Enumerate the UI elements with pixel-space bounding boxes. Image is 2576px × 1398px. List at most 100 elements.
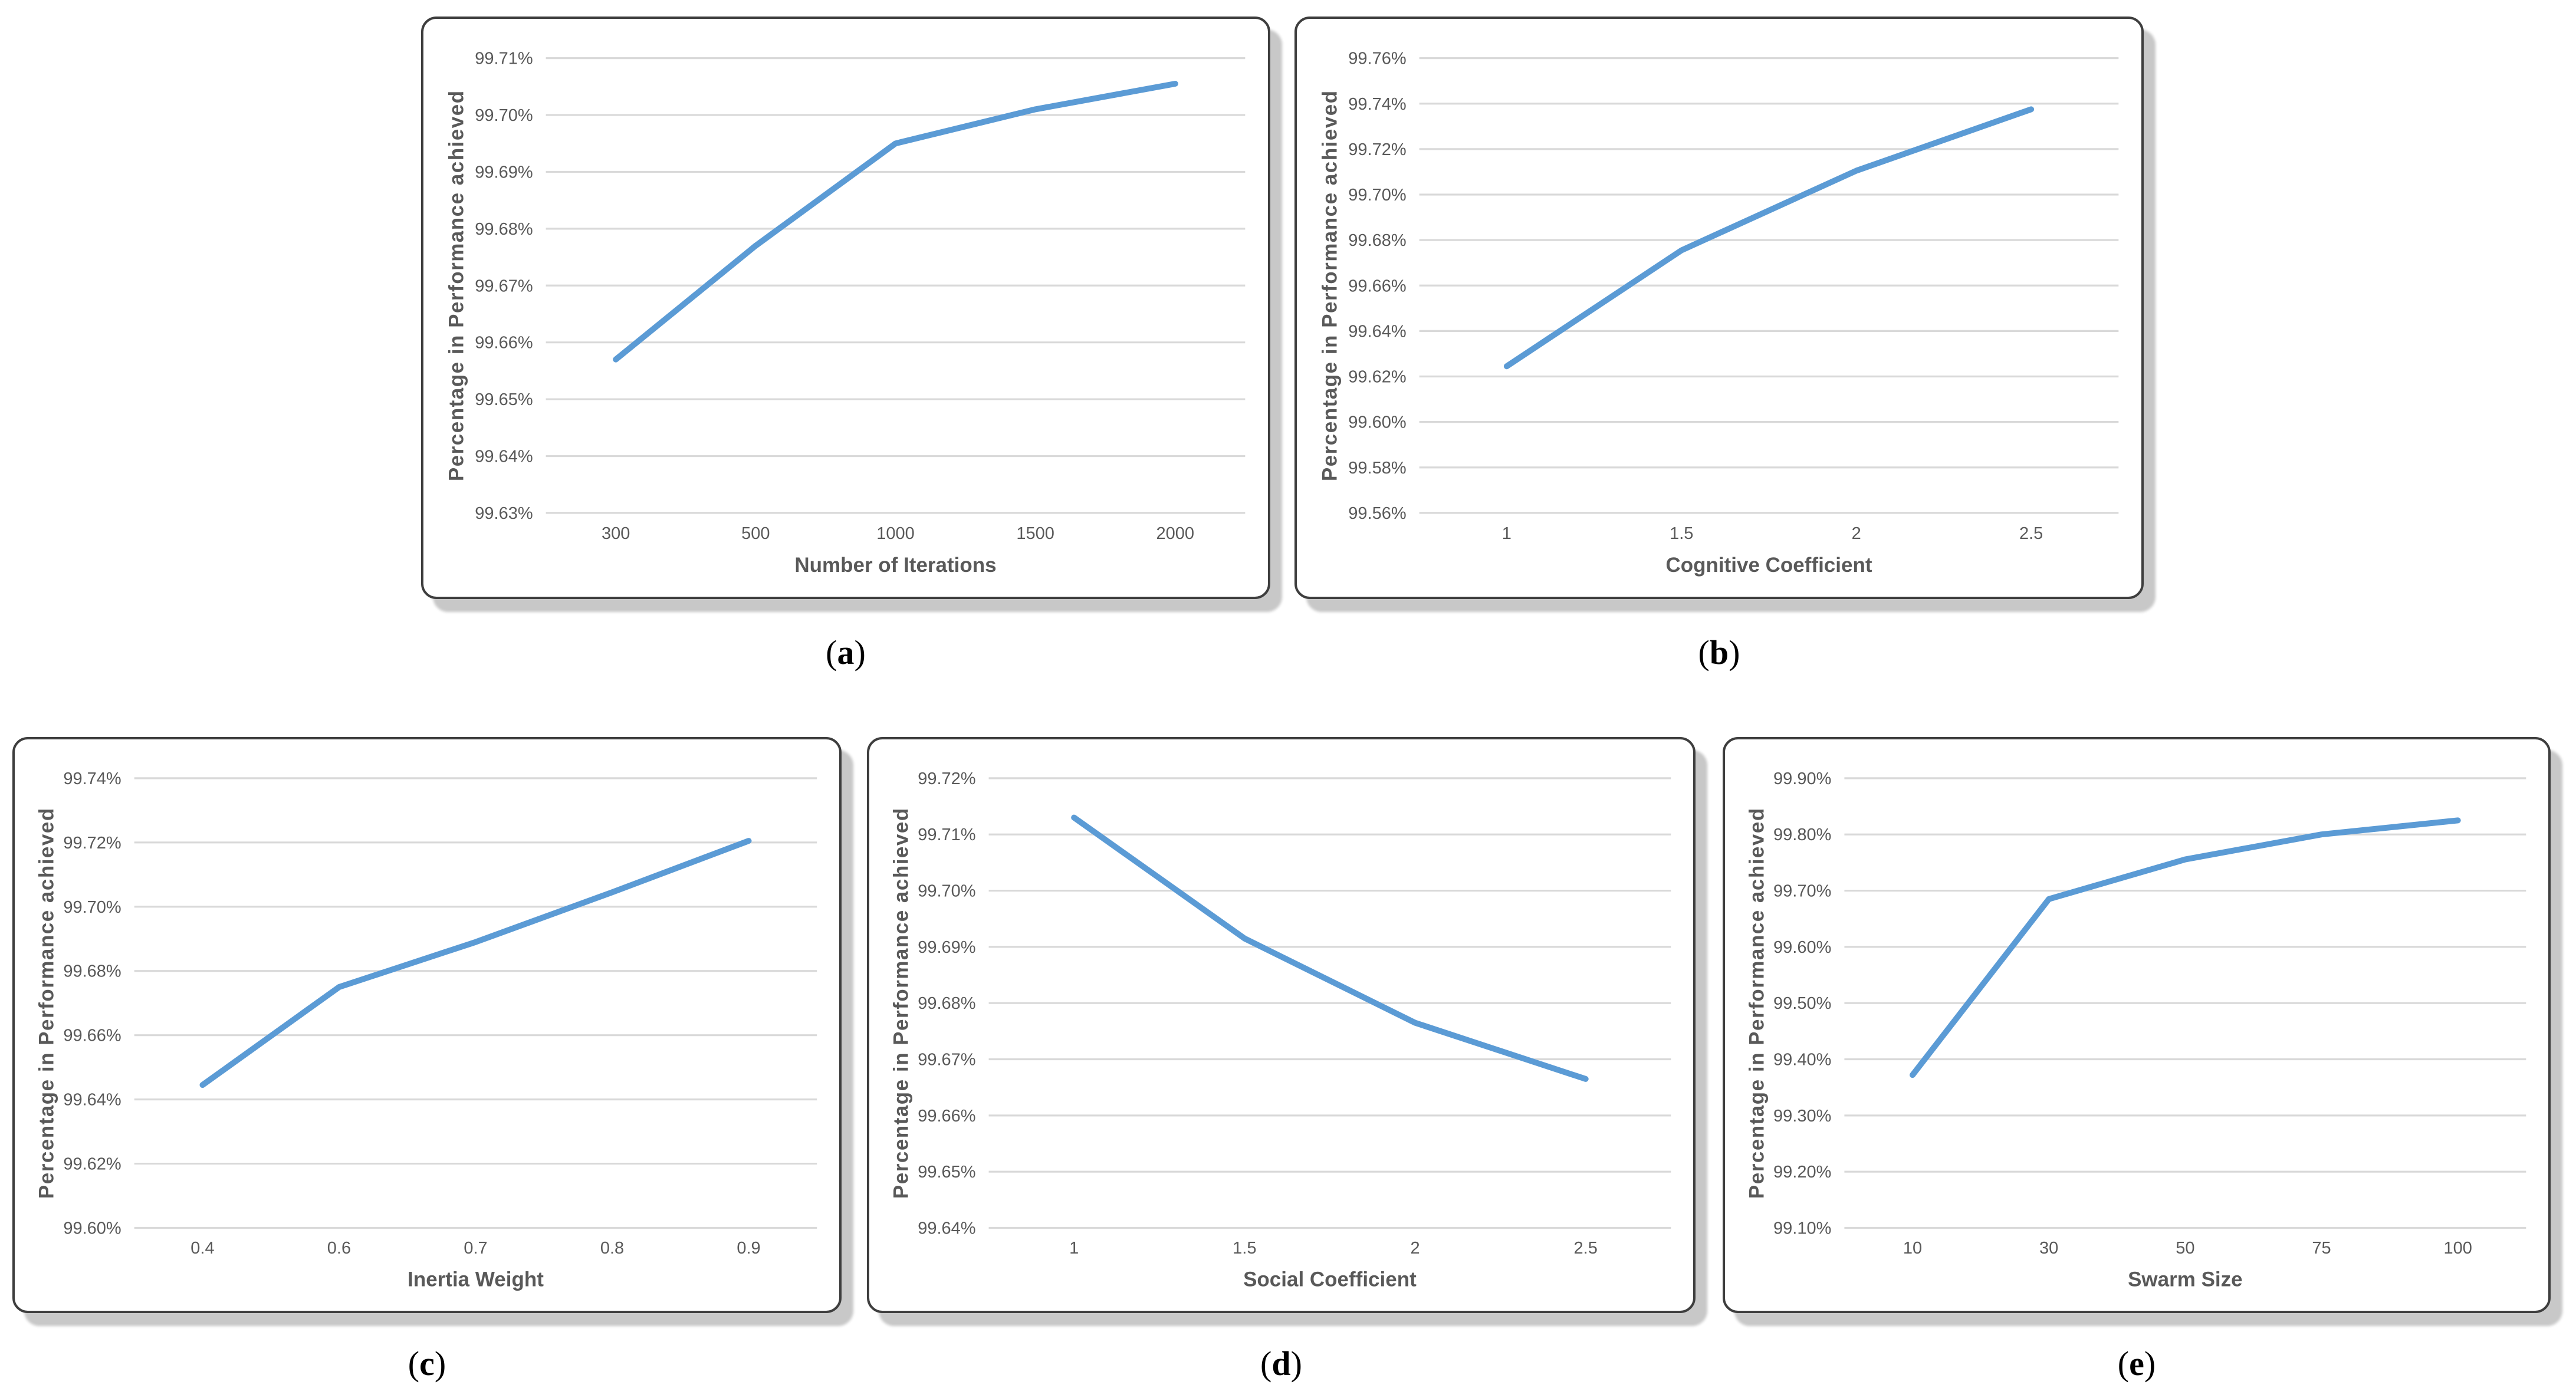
x-tick-label: 2.5 bbox=[2019, 524, 2043, 543]
x-tick-label: 1.5 bbox=[1233, 1239, 1256, 1258]
caption-paren-open: ( bbox=[826, 633, 837, 672]
x-tick-label: 0.4 bbox=[190, 1239, 214, 1258]
x-tick-label: 300 bbox=[602, 524, 630, 543]
y-tick-label: 99.69% bbox=[475, 163, 533, 182]
y-tick-label: 99.70% bbox=[475, 106, 533, 125]
chart-card-e: 99.90% 99.80% 99.70% 99.60% 99.50% 99.40% 99.3… bbox=[1723, 737, 2551, 1313]
y-tick-label: 99.40% bbox=[1773, 1051, 1831, 1070]
y-tick-label: 99.72% bbox=[63, 834, 121, 853]
caption-letter: d bbox=[1271, 1344, 1291, 1383]
caption-letter: b bbox=[1709, 633, 1729, 672]
y-tick-label: 99.64% bbox=[1348, 322, 1406, 341]
y-tick-label: 99.74% bbox=[63, 769, 121, 788]
y-tick-label: 99.60% bbox=[1348, 413, 1406, 432]
y-tick-label: 99.10% bbox=[1773, 1219, 1831, 1238]
y-tick-label: 99.60% bbox=[63, 1219, 121, 1238]
x-tick-label: 10 bbox=[1903, 1239, 1922, 1258]
y-axis-tick-labels: 99.74% 99.72% 99.70% 99.68% 99.66% 99.64% 99.6… bbox=[63, 769, 121, 1238]
x-tick-label: 2.5 bbox=[1574, 1239, 1598, 1258]
caption-letter: a bbox=[837, 633, 855, 672]
x-tick-label: 2 bbox=[1410, 1239, 1420, 1258]
x-tick-label: 1.5 bbox=[1670, 524, 1693, 543]
y-tick-label: 99.66% bbox=[63, 1027, 121, 1045]
y-tick-label: 99.20% bbox=[1773, 1163, 1831, 1182]
caption-paren-open: ( bbox=[1698, 633, 1710, 672]
x-tick-label: 0.9 bbox=[737, 1239, 760, 1258]
y-tick-label: 99.67% bbox=[918, 1051, 975, 1070]
caption-paren-open: ( bbox=[1260, 1344, 1272, 1383]
y-tick-label: 99.71% bbox=[918, 825, 975, 844]
y-tick-label: 99.69% bbox=[918, 938, 975, 957]
y-tick-label: 99.66% bbox=[475, 334, 533, 353]
y-axis-title: Percentage in Performance achieved bbox=[445, 90, 468, 481]
x-tick-label: 50 bbox=[2176, 1239, 2194, 1258]
caption-paren-close: ) bbox=[1729, 633, 1740, 672]
x-tick-label: 0.8 bbox=[600, 1239, 624, 1258]
x-axis-title: Cognitive Coefficient bbox=[1665, 554, 1872, 577]
x-tick-label: 500 bbox=[741, 524, 770, 543]
gridlines bbox=[1844, 777, 2526, 1229]
y-tick-label: 99.68% bbox=[1348, 231, 1406, 250]
gridlines bbox=[546, 57, 1246, 514]
y-tick-label: 99.66% bbox=[918, 1107, 975, 1126]
y-tick-label: 99.65% bbox=[475, 390, 533, 409]
chart-card-a: 99.71% 99.70% 99.69% 99.68% 99.67% 99.66% 99.6… bbox=[421, 17, 1270, 599]
y-tick-label: 99.90% bbox=[1773, 769, 1831, 788]
y-tick-label: 99.80% bbox=[1773, 825, 1831, 844]
chart-a-line-plot: 99.71% 99.70% 99.69% 99.68% 99.67% 99.66% 99.6… bbox=[445, 50, 1246, 577]
chart-card-d: 99.72% 99.71% 99.70% 99.69% 99.68% 99.67% 99.6… bbox=[867, 737, 1696, 1313]
caption-d: (d) bbox=[867, 1337, 1696, 1390]
y-tick-label: 99.72% bbox=[1348, 140, 1406, 159]
y-tick-label: 99.68% bbox=[475, 220, 533, 239]
x-tick-label: 0.6 bbox=[327, 1239, 351, 1258]
chart-card-b: 99.76% 99.74% 99.72% 99.70% 99.68% 99.66% 99.6… bbox=[1294, 17, 2144, 599]
caption-paren-open: ( bbox=[408, 1344, 420, 1383]
chart-b-line-plot: 99.76% 99.74% 99.72% 99.70% 99.68% 99.66% 99.6… bbox=[1318, 50, 2119, 577]
x-axis-tick-labels: 1 1.5 2 2.5 bbox=[1502, 524, 2043, 543]
series-line bbox=[613, 81, 1178, 363]
chart-card-c: 99.74% 99.72% 99.70% 99.68% 99.66% 99.64% 99.6… bbox=[12, 737, 842, 1313]
y-axis-tick-labels: 99.72% 99.71% 99.70% 99.69% 99.68% 99.67% 99.6… bbox=[918, 769, 975, 1238]
x-tick-label: 100 bbox=[2444, 1239, 2472, 1258]
y-tick-label: 99.56% bbox=[1348, 504, 1406, 523]
x-axis-title: Social Coefficient bbox=[1243, 1268, 1417, 1291]
y-tick-label: 99.64% bbox=[918, 1219, 975, 1238]
y-axis-title: Percentage in Performance achieved bbox=[35, 807, 58, 1199]
y-tick-label: 99.70% bbox=[1773, 882, 1831, 901]
caption-c: (c) bbox=[12, 1337, 842, 1390]
x-tick-label: 1000 bbox=[876, 524, 915, 543]
x-tick-label: 30 bbox=[2039, 1239, 2058, 1258]
caption-b: (b) bbox=[1294, 626, 2144, 679]
y-tick-label: 99.64% bbox=[475, 447, 533, 466]
series-line bbox=[1503, 106, 2035, 370]
y-tick-label: 99.68% bbox=[918, 994, 975, 1013]
x-axis-title: Inertia Weight bbox=[408, 1268, 544, 1291]
x-tick-label: 75 bbox=[2312, 1239, 2331, 1258]
y-tick-label: 99.71% bbox=[475, 50, 533, 68]
y-tick-label: 99.58% bbox=[1348, 459, 1406, 478]
y-tick-label: 99.66% bbox=[1348, 277, 1406, 295]
caption-letter: e bbox=[2129, 1344, 2144, 1383]
chart-e-line-plot: 99.90% 99.80% 99.70% 99.60% 99.50% 99.40% 99.3… bbox=[1746, 769, 2526, 1291]
x-tick-label: 1500 bbox=[1016, 524, 1054, 543]
x-axis-title: Swarm Size bbox=[2128, 1268, 2243, 1291]
x-tick-label: 1 bbox=[1069, 1239, 1079, 1258]
x-axis-tick-labels: 0.4 0.6 0.7 0.8 0.9 bbox=[190, 1239, 760, 1258]
y-tick-label: 99.60% bbox=[1773, 938, 1831, 957]
y-tick-label: 99.68% bbox=[63, 962, 121, 981]
caption-paren-close: ) bbox=[434, 1344, 446, 1383]
chart-c-line-plot: 99.74% 99.72% 99.70% 99.68% 99.66% 99.64% 99.6… bbox=[35, 769, 817, 1291]
x-axis-tick-labels: 10 30 50 75 100 bbox=[1903, 1239, 2472, 1258]
x-axis-tick-labels: 1 1.5 2 2.5 bbox=[1069, 1239, 1598, 1258]
y-tick-label: 99.50% bbox=[1773, 994, 1831, 1013]
y-axis-tick-labels: 99.71% 99.70% 99.69% 99.68% 99.67% 99.66% 99.6… bbox=[475, 50, 533, 523]
y-axis-title: Percentage in Performance achieved bbox=[1318, 90, 1341, 481]
x-axis-tick-labels: 300 500 1000 1500 2000 bbox=[602, 524, 1194, 543]
caption-paren-open: ( bbox=[2117, 1344, 2130, 1383]
y-tick-label: 99.70% bbox=[63, 898, 121, 917]
y-tick-label: 99.62% bbox=[1348, 368, 1406, 387]
y-axis-title: Percentage in Performance achieved bbox=[890, 807, 913, 1199]
y-tick-label: 99.76% bbox=[1348, 50, 1406, 68]
x-tick-label: 2000 bbox=[1156, 524, 1195, 543]
